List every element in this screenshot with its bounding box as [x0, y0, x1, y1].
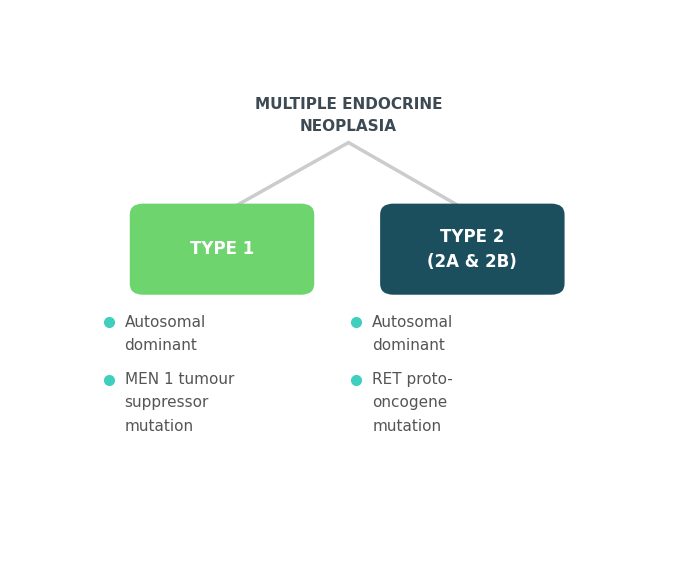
Text: mutation: mutation — [124, 418, 194, 433]
Text: MEN 1 tumour: MEN 1 tumour — [124, 372, 234, 387]
Text: mutation: mutation — [372, 418, 441, 433]
FancyBboxPatch shape — [130, 204, 314, 295]
Text: RET proto-: RET proto- — [372, 372, 453, 387]
Text: Autosomal: Autosomal — [124, 315, 206, 330]
Text: TYPE 1: TYPE 1 — [190, 240, 254, 258]
Text: oncogene: oncogene — [372, 395, 447, 410]
Text: Autosomal: Autosomal — [372, 315, 454, 330]
Text: TYPE 2
(2A & 2B): TYPE 2 (2A & 2B) — [428, 228, 517, 271]
FancyBboxPatch shape — [380, 204, 564, 295]
Text: MULTIPLE ENDOCRINE
NEOPLASIA: MULTIPLE ENDOCRINE NEOPLASIA — [255, 98, 442, 134]
Text: suppressor: suppressor — [124, 395, 209, 410]
Text: dominant: dominant — [372, 338, 445, 353]
Text: dominant: dominant — [124, 338, 197, 353]
